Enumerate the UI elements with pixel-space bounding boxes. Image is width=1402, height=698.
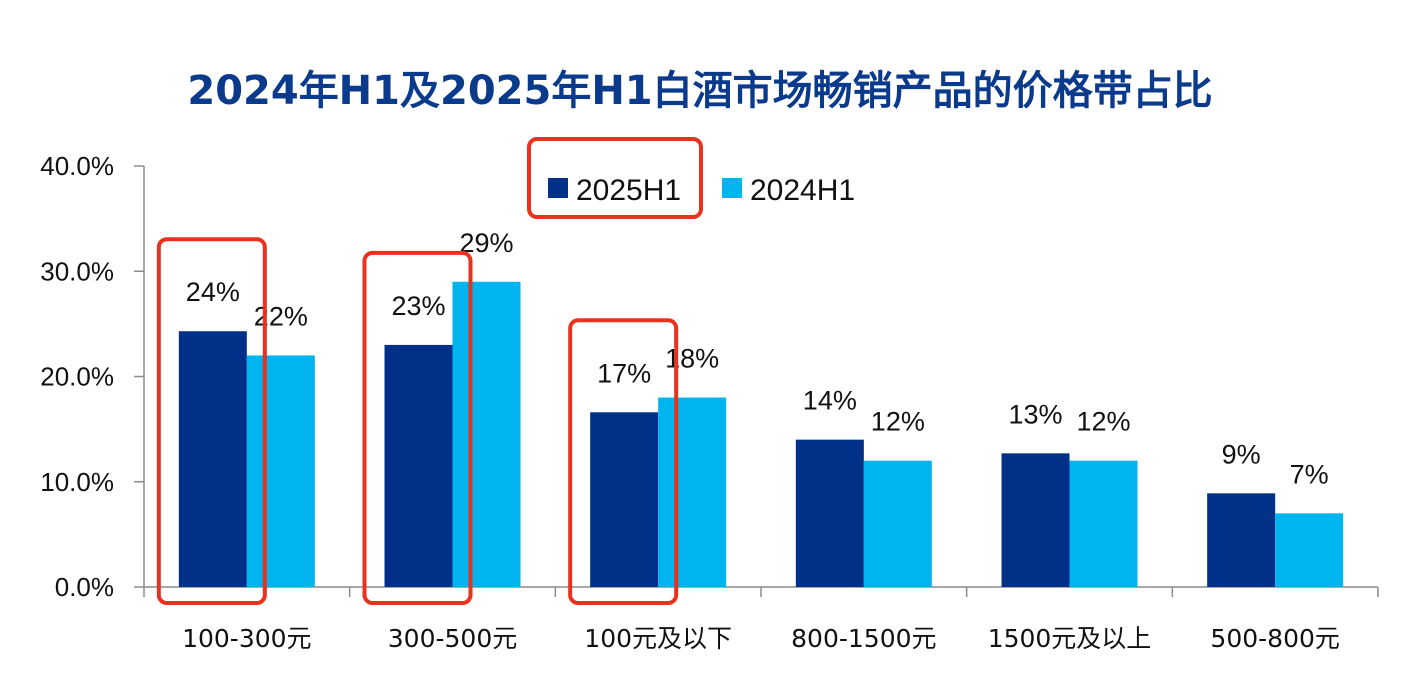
bar-2025h1 <box>384 344 453 587</box>
highlight-boxes <box>156 237 679 606</box>
x-tick-label: 500-800元 <box>1210 624 1339 653</box>
highlight-box <box>362 250 473 606</box>
highlight-box <box>568 318 679 605</box>
x-tick-label: 800-1500元 <box>791 624 936 653</box>
data-label: 22% <box>254 301 308 331</box>
legend-swatch-2024h1 <box>722 178 742 198</box>
legend: 2025H1 2024H1 <box>527 137 855 219</box>
data-label: 9% <box>1222 439 1261 469</box>
y-tick-label: 10.0% <box>40 467 114 497</box>
y-tick-label: 30.0% <box>40 256 114 286</box>
bar-2025h1 <box>1207 493 1276 587</box>
bar-2024h1 <box>1069 460 1138 587</box>
data-label: 24% <box>186 277 240 307</box>
bar-2025h1 <box>795 439 864 587</box>
bar-2024h1 <box>658 397 727 587</box>
bar-2024h1 <box>452 281 521 587</box>
data-label: 29% <box>459 228 513 258</box>
x-tick-label: 100元及以下 <box>584 624 732 653</box>
data-label: 23% <box>391 291 445 321</box>
data-label: 12% <box>1076 407 1130 437</box>
data-label: 7% <box>1290 459 1329 489</box>
legend-highlight-box <box>527 137 703 219</box>
legend-label-2025h1: 2025H1 <box>576 174 681 207</box>
highlight-box <box>156 237 267 605</box>
bar-2024h1 <box>863 460 932 587</box>
bar-2025h1 <box>1001 453 1070 587</box>
data-label: 17% <box>597 358 651 388</box>
bar-2025h1 <box>590 412 659 587</box>
bar-2025h1 <box>178 331 247 587</box>
chart-title: 2024年H1及2025年H1白酒市场畅销产品的价格带占比 <box>187 68 1212 114</box>
data-labels: 24% 23% 17% 14% 13% 9% 22% 29% 18% 12% 12% 7% <box>186 228 1329 490</box>
y-tick-label: 0.0% <box>55 572 114 602</box>
data-label: 14% <box>803 386 857 416</box>
x-tick-label: 100-300元 <box>182 624 311 653</box>
y-tick-label: 20.0% <box>40 362 114 392</box>
x-tick-label: 300-500元 <box>388 624 517 653</box>
bars <box>178 281 1344 587</box>
bar-2024h1 <box>1275 513 1344 587</box>
data-label: 13% <box>1008 399 1062 429</box>
bar-2024h1 <box>246 355 315 587</box>
axes: 0.0% 10.0% 20.0% 30.0% 40.0% 100-300元 300-500元… <box>40 151 1379 653</box>
data-label: 18% <box>665 344 719 374</box>
x-tick-label: 1500元及以上 <box>988 624 1152 653</box>
y-tick-label: 40.0% <box>40 151 114 181</box>
data-label: 12% <box>871 407 925 437</box>
legend-swatch-2025h1 <box>548 178 568 198</box>
legend-label-2024h1: 2024H1 <box>750 174 855 207</box>
